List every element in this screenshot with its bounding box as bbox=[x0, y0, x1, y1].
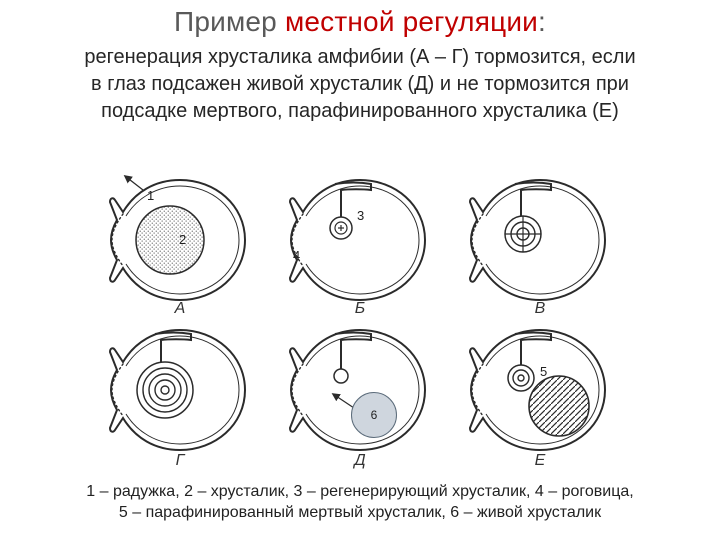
subtitle-line-2: в глаз подсажен живой хрусталик (Д) и не… bbox=[20, 71, 700, 98]
subtitle-line-1: регенерация хрусталика амфибии (А – Г) т… bbox=[20, 44, 700, 71]
legend-line-2: 5 – парафинированный мертвый хрусталик, … bbox=[0, 502, 720, 524]
callout-5: 5 bbox=[540, 364, 547, 379]
panel-label-v: В bbox=[530, 300, 550, 318]
callout-4: 4 bbox=[293, 248, 300, 263]
callout-1: 1 bbox=[147, 188, 154, 203]
title-part-1: Пример bbox=[174, 6, 285, 37]
callout-6: 6 bbox=[371, 408, 378, 422]
callout-2: 2 bbox=[179, 232, 186, 247]
panel-label-b: Б bbox=[350, 300, 370, 318]
title-part-3: : bbox=[538, 6, 546, 37]
subtitle-line-3: подсадке мертвого, парафинированного хру… bbox=[20, 98, 700, 125]
panel-label-a: А bbox=[170, 300, 190, 318]
legend: 1 – радужка, 2 – хрусталик, 3 – регенери… bbox=[0, 481, 720, 524]
panel-label-e: Е bbox=[530, 452, 550, 470]
title-part-2: местной регуляции bbox=[285, 6, 538, 37]
panel-label-g: Г bbox=[170, 452, 190, 470]
page-title: Пример местной регуляции: bbox=[0, 0, 720, 38]
callout-3: 3 bbox=[357, 208, 364, 223]
diagram-figure: 1 2 3 4 5 6 А Б В Г Д Е bbox=[95, 170, 625, 470]
subtitle: регенерация хрусталика амфибии (А – Г) т… bbox=[0, 38, 720, 125]
panel-label-d: Д bbox=[350, 452, 370, 470]
legend-line-1: 1 – радужка, 2 – хрусталик, 3 – регенери… bbox=[0, 481, 720, 503]
implanted-lens-overlay: 6 bbox=[351, 392, 397, 438]
